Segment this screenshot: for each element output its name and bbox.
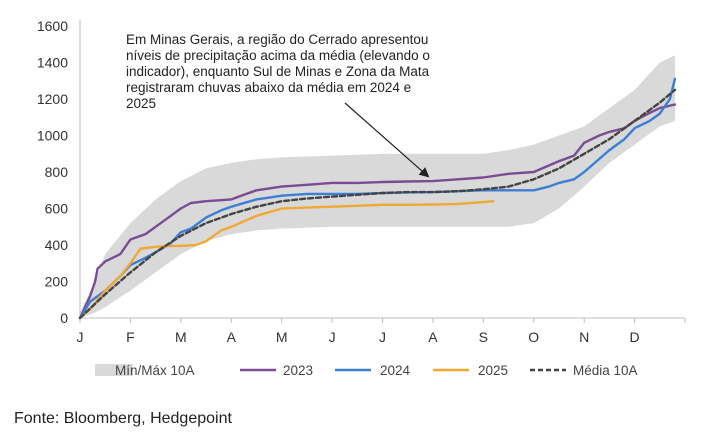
y-tick-label: 600 bbox=[45, 201, 69, 217]
x-tick-label-D: D bbox=[630, 329, 640, 345]
y-tick-label: 800 bbox=[45, 164, 69, 180]
legend-label-2025: 2025 bbox=[478, 363, 508, 378]
x-tick-label-J: J bbox=[379, 329, 386, 345]
annotation-line: níveis de precipitação acima da média (e… bbox=[126, 48, 430, 63]
x-tick-label-S: S bbox=[479, 329, 488, 345]
x-tick-label-J: J bbox=[329, 329, 336, 345]
legend-swatch-m-n-m-x-10a bbox=[95, 364, 133, 376]
x-tick-label-O: O bbox=[528, 329, 539, 345]
annotation-line: Em Minas Gerais, a região do Cerrado apr… bbox=[126, 32, 428, 47]
x-tick-label-F: F bbox=[126, 329, 135, 345]
x-tick-label-J: J bbox=[77, 329, 84, 345]
x-tick-label-A: A bbox=[227, 329, 237, 345]
legend-label-2024: 2024 bbox=[380, 363, 411, 378]
y-tick-label: 1400 bbox=[37, 55, 68, 71]
x-tick-label-M: M bbox=[175, 329, 187, 345]
series-line-m-dia-10a bbox=[78, 88, 677, 320]
min-max-band-layer bbox=[80, 55, 675, 318]
series-line-2023 bbox=[78, 103, 677, 320]
legend-label-m-dia-10a: Média 10A bbox=[573, 363, 638, 378]
series-line-2025 bbox=[78, 200, 495, 320]
x-tick-label-M: M bbox=[276, 329, 288, 345]
axes: 0 200 400 600 800 1000 1200 1400 1600 J F M A M J J A S O N… bbox=[37, 18, 686, 345]
annotation-arrow bbox=[344, 102, 430, 178]
annotation-line: 2025 bbox=[126, 96, 156, 111]
annotation-line: indicador), enquanto Sul de Minas e Zona… bbox=[126, 64, 430, 79]
annotation: Em Minas Gerais, a região do Cerrado apr… bbox=[126, 32, 430, 178]
x-tick-label-A: A bbox=[428, 329, 438, 345]
y-tick-label: 1600 bbox=[37, 18, 68, 34]
min-max-band bbox=[80, 55, 675, 318]
y-tick-label: 400 bbox=[45, 237, 69, 253]
x-tick-label-N: N bbox=[579, 329, 589, 345]
y-tick-label: 0 bbox=[60, 310, 68, 326]
legend: Mín/Máx 10A 2023 2024 2025 Média 10A bbox=[95, 363, 638, 378]
y-tick-label: 200 bbox=[45, 274, 69, 290]
legend-label-m-n-m-x-10a: Mín/Máx 10A bbox=[115, 363, 195, 378]
y-tick-label: 1000 bbox=[37, 128, 68, 144]
y-tick-label: 1200 bbox=[37, 91, 68, 107]
series-lines bbox=[78, 77, 677, 320]
legend-label-2023: 2023 bbox=[283, 363, 313, 378]
annotation-line: registraram chuvas abaixo da média em 20… bbox=[126, 80, 411, 95]
source-note: Fonte: Bloomberg, Hedgepoint bbox=[14, 410, 232, 427]
